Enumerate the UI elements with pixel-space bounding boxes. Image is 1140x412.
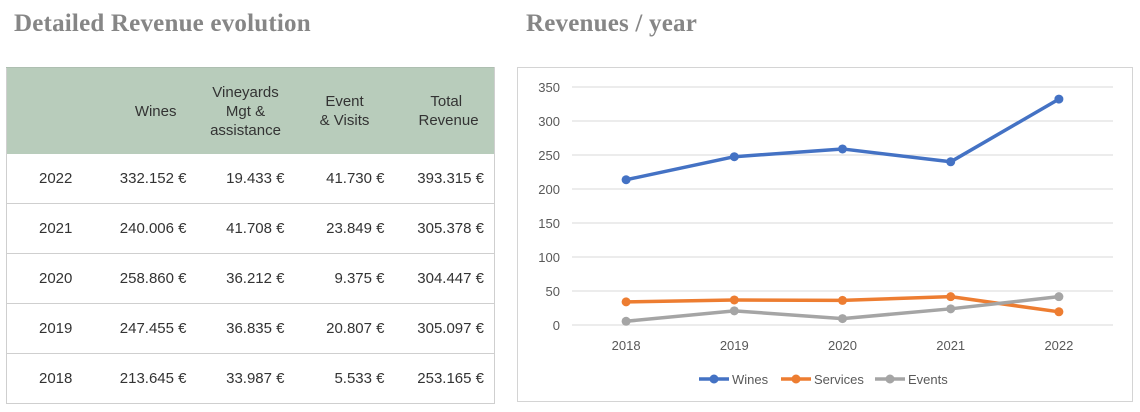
cell-vineyards: 36.835 € xyxy=(196,303,295,354)
y-tick-label: 350 xyxy=(538,80,560,95)
y-tick-label: 100 xyxy=(538,250,560,265)
header-total-line2: Revenue xyxy=(418,112,479,129)
data-point-services xyxy=(729,295,739,305)
table-header-row: Wines Vineyards Mgt & assistance Event &… xyxy=(6,67,495,154)
table-row: 2021 240.006 € 41.708 € 23.849 € 305.378… xyxy=(6,203,495,254)
header-wines-line1: Wines xyxy=(134,102,177,120)
data-point-services xyxy=(621,297,631,307)
legend-label-wines: Wines xyxy=(732,372,769,387)
header-events-line2: & Visits xyxy=(319,112,370,129)
y-tick-label: 200 xyxy=(538,182,560,197)
legend-marker-events xyxy=(885,374,895,384)
data-point-wines xyxy=(729,152,739,162)
data-point-wines xyxy=(1054,94,1064,104)
x-tick-label: 2022 xyxy=(1044,338,1073,353)
header-vineyards-line2: Mgt & xyxy=(225,102,266,120)
header-total-line1: Total xyxy=(430,93,463,110)
y-tick-label: 150 xyxy=(538,216,560,231)
cell-events: 9.375 € xyxy=(294,253,395,304)
revenue-line-chart: 0 50 100 150 200 250 300 350 2018 2019 2020 2021 202… xyxy=(517,67,1133,402)
table-row: 2019 247.455 € 36.835 € 20.807 € 305.097… xyxy=(6,303,495,354)
data-point-wines xyxy=(621,175,631,185)
y-tick-label: 250 xyxy=(538,148,560,163)
cell-events: 20.807 € xyxy=(294,303,395,354)
header-vineyards-line1: Vineyards xyxy=(212,83,279,101)
y-tick-label: 50 xyxy=(546,284,560,299)
header-events: Event & Visits xyxy=(294,67,395,154)
data-point-events xyxy=(621,316,631,326)
header-wines: Wines xyxy=(100,67,197,154)
cell-year: 2021 xyxy=(6,203,101,254)
legend-marker-wines xyxy=(709,374,719,384)
data-point-events xyxy=(1054,292,1064,302)
cell-total: 305.097 € xyxy=(394,303,495,354)
cell-year: 2022 xyxy=(6,154,101,204)
x-tick-label: 2021 xyxy=(936,338,965,353)
cell-wines: 258.860 € xyxy=(100,253,197,304)
header-total: Total Revenue xyxy=(394,67,495,154)
data-point-services xyxy=(946,292,956,302)
cell-year: 2019 xyxy=(6,303,101,354)
revenue-table: Wines Vineyards Mgt & assistance Event &… xyxy=(6,67,495,404)
cell-vineyards: 33.987 € xyxy=(196,353,295,404)
data-point-wines xyxy=(838,144,847,154)
data-point-services xyxy=(1054,307,1064,317)
data-point-events xyxy=(838,314,847,324)
x-tick-label: 2020 xyxy=(828,338,857,353)
cell-vineyards: 36.212 € xyxy=(196,253,295,304)
cell-vineyards: 19.433 € xyxy=(196,154,295,204)
cell-vineyards: 41.708 € xyxy=(196,203,295,254)
header-vineyards: Vineyards Mgt & assistance xyxy=(196,67,295,154)
header-year xyxy=(6,67,101,154)
cell-wines: 247.455 € xyxy=(100,303,197,354)
table-title: Detailed Revenue evolution xyxy=(14,10,311,37)
chart-title: Revenues / year xyxy=(526,10,698,37)
cell-total: 253.165 € xyxy=(394,353,495,404)
data-point-wines xyxy=(946,157,956,167)
cell-total: 393.315 € xyxy=(394,154,495,204)
y-tick-label: 0 xyxy=(553,318,560,333)
cell-events: 5.533 € xyxy=(294,353,395,404)
cell-total: 305.378 € xyxy=(394,203,495,254)
chart-canvas: 0 50 100 150 200 250 300 350 2018 2019 2020 2021 202… xyxy=(538,80,1113,387)
cell-wines: 332.152 € xyxy=(100,154,197,204)
legend-label-services: Services xyxy=(814,372,864,387)
cell-wines: 240.006 € xyxy=(100,203,197,254)
y-tick-label: 300 xyxy=(538,114,560,129)
x-tick-label: 2018 xyxy=(612,338,641,353)
x-tick-label: 2019 xyxy=(720,338,749,353)
cell-events: 23.849 € xyxy=(294,203,395,254)
cell-total: 304.447 € xyxy=(394,253,495,304)
series-line-wines xyxy=(624,97,1061,182)
legend-label-events: Events xyxy=(908,372,948,387)
table-row: 2018 213.645 € 33.987 € 5.533 € 253.165 … xyxy=(6,353,495,404)
cell-year: 2018 xyxy=(6,353,101,404)
header-events-line1: Event xyxy=(325,93,364,110)
cell-wines: 213.645 € xyxy=(100,353,197,404)
header-vineyards-line3: assistance xyxy=(210,121,281,139)
cell-events: 41.730 € xyxy=(294,154,395,204)
legend-marker-services xyxy=(791,374,801,384)
data-point-events xyxy=(946,304,956,314)
table-row: 2020 258.860 € 36.212 € 9.375 € 304.447 … xyxy=(6,253,495,304)
table-row: 2022 332.152 € 19.433 € 41.730 € 393.315… xyxy=(6,154,495,204)
cell-year: 2020 xyxy=(6,253,101,304)
data-point-services xyxy=(838,295,847,305)
data-point-events xyxy=(729,306,739,316)
